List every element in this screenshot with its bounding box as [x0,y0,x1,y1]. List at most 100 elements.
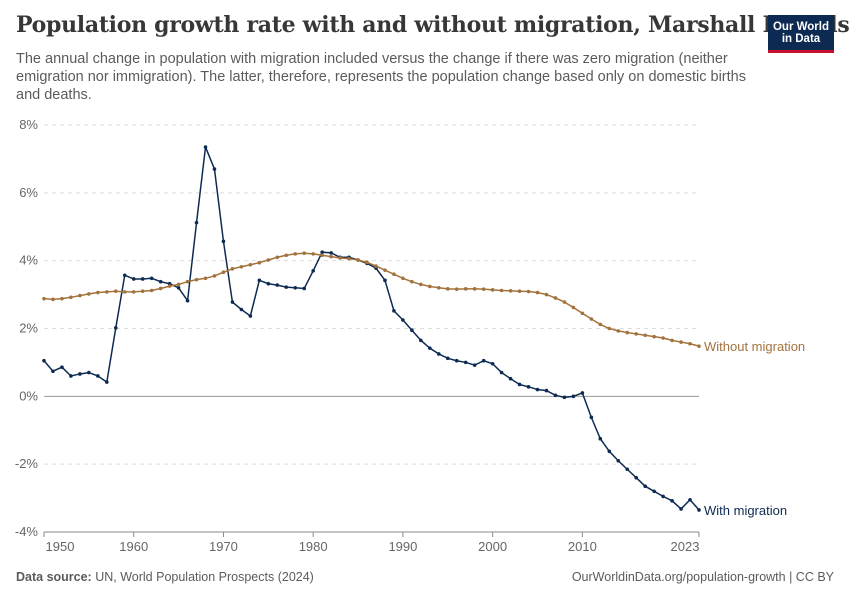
without-migration-point[interactable] [140,289,145,293]
without-migration-point[interactable] [553,296,558,300]
without-migration-point[interactable] [383,268,387,272]
with-migration-point[interactable] [320,250,324,254]
with-migration-point[interactable] [194,220,199,225]
without-migration-point[interactable] [428,284,432,289]
without-migration-point[interactable] [562,300,567,304]
without-migration-point[interactable] [176,282,181,287]
with-migration-point[interactable] [535,387,540,392]
with-migration-point[interactable] [221,239,226,244]
with-migration-point[interactable] [230,300,235,304]
with-migration-point[interactable] [562,395,567,400]
with-migration-point[interactable] [643,484,647,489]
without-migration-point[interactable] [445,287,450,291]
with-migration-point[interactable] [598,436,603,441]
with-migration-point[interactable] [481,358,486,363]
without-migration-point[interactable] [87,292,91,296]
with-migration-point[interactable] [616,458,621,463]
without-migration-point[interactable] [105,290,109,294]
without-migration-point[interactable] [580,311,585,316]
without-migration-point[interactable] [194,277,199,282]
with-migration-point[interactable] [401,318,405,322]
without-migration-point[interactable] [275,255,280,260]
without-migration-point[interactable] [643,333,647,338]
with-migration-point[interactable] [508,376,513,381]
without-migration-point[interactable] [203,276,208,281]
with-migration-point[interactable] [149,276,154,281]
with-migration-point[interactable] [454,358,459,363]
with-migration-point[interactable] [410,328,414,333]
without-migration-point[interactable] [212,274,217,278]
with-migration-point[interactable] [275,283,280,287]
with-migration-point[interactable] [436,352,441,356]
with-migration-point[interactable] [688,497,692,502]
with-migration-point[interactable] [419,338,423,343]
without-migration-point[interactable] [419,282,423,287]
with-migration-point[interactable] [571,394,576,399]
without-migration-point[interactable] [257,260,262,265]
with-migration-point[interactable] [284,285,289,289]
with-migration-point[interactable] [105,380,109,384]
without-migration-point[interactable] [526,289,531,294]
without-migration-point[interactable] [131,290,136,294]
without-migration-point[interactable] [338,256,342,260]
with-migration-point[interactable] [383,278,387,283]
without-migration-point[interactable] [374,264,378,268]
without-migration-point[interactable] [517,289,522,293]
without-migration-point[interactable] [616,329,621,333]
with-migration-point[interactable] [248,314,253,318]
without-migration-point[interactable] [96,290,100,295]
without-migration-point[interactable] [679,340,683,344]
without-migration-point[interactable] [670,338,674,343]
without-migration-point[interactable] [158,286,163,291]
without-migration-point[interactable] [239,264,244,269]
without-migration-point[interactable] [392,272,396,277]
with-migration-point[interactable] [293,286,298,290]
with-migration-point[interactable] [697,508,701,512]
with-migration-point[interactable] [526,385,531,389]
without-migration-point[interactable] [113,289,118,293]
with-migration-point[interactable] [661,494,665,499]
without-migration-point[interactable] [78,293,82,298]
without-migration-point[interactable] [69,295,73,300]
with-migration-point[interactable] [176,286,181,290]
with-migration-point[interactable] [96,374,100,378]
with-migration-point[interactable] [302,286,307,291]
with-migration-point[interactable] [158,279,163,284]
with-migration-point[interactable] [392,309,396,313]
without-migration-point[interactable] [149,288,154,293]
with-migration-point[interactable] [131,277,136,281]
without-migration-point[interactable] [356,258,360,262]
without-migration-point[interactable] [436,286,441,290]
owid-logo[interactable]: Our World in Data [768,15,834,53]
with-migration-point[interactable] [185,298,190,303]
without-migration-point[interactable] [463,287,468,291]
without-migration-point[interactable] [499,288,504,293]
with-migration-point[interactable] [589,415,594,420]
with-migration-point[interactable] [122,273,127,278]
without-migration-point[interactable] [490,288,495,292]
without-migration-point[interactable] [266,258,271,262]
with-migration-point[interactable] [212,167,217,171]
without-migration-point[interactable] [365,260,369,265]
without-migration-point[interactable] [625,330,630,335]
without-migration-point[interactable] [589,317,594,321]
with-migration-point[interactable] [679,507,683,511]
with-migration-point[interactable] [670,499,674,503]
without-migration-point[interactable] [508,289,513,293]
with-migration-point[interactable] [329,251,333,255]
without-migration-point[interactable] [284,253,289,258]
without-migration-point[interactable] [122,290,127,294]
with-migration-point[interactable] [51,369,55,374]
without-migration-point[interactable] [185,279,190,284]
without-migration-point[interactable] [248,262,253,267]
with-migration-point[interactable] [42,358,46,363]
with-migration-point[interactable] [472,363,477,367]
without-migration-point[interactable] [410,279,414,284]
without-migration-point[interactable] [652,334,656,339]
without-migration-point[interactable] [302,251,307,256]
without-migration-point[interactable] [167,284,172,288]
with-migration-point[interactable] [625,467,630,472]
without-migration-point[interactable] [347,256,351,261]
without-migration-point[interactable] [51,297,55,302]
without-migration-point[interactable] [293,252,298,256]
